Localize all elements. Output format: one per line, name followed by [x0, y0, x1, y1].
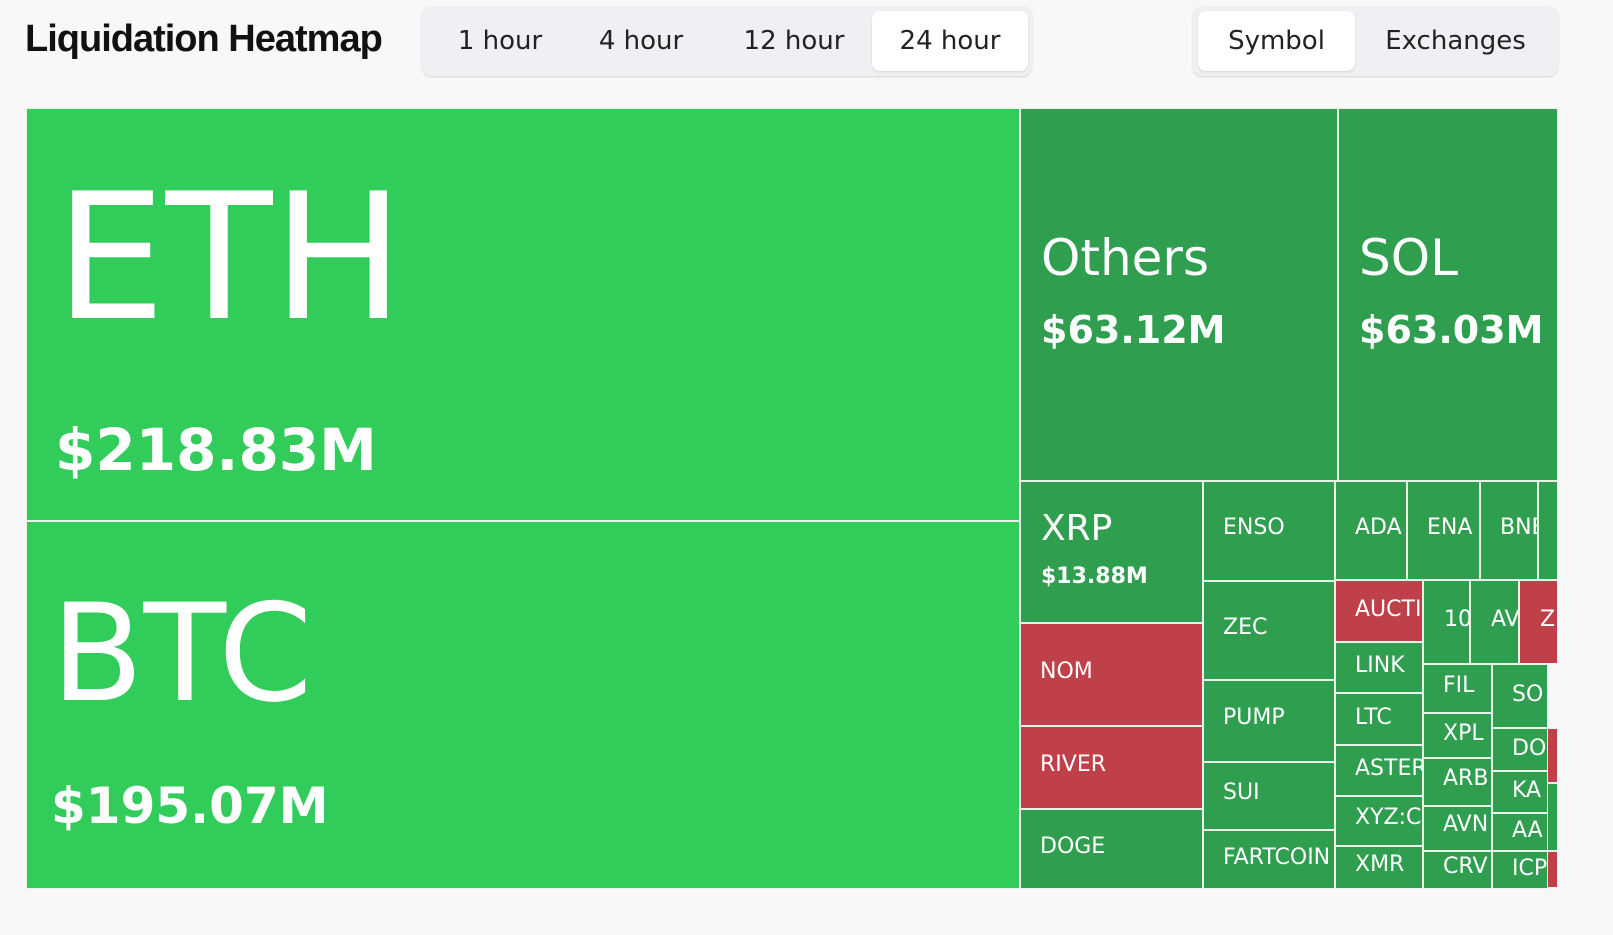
tile — [1547, 728, 1558, 783]
treemap-tile[interactable]: KA — [1492, 771, 1548, 813]
view-tab[interactable]: Exchanges — [1385, 26, 1526, 56]
tile-label: Others — [1041, 229, 1210, 287]
time-tab[interactable]: 12 hour — [743, 26, 845, 56]
tile-label: CRV — [1443, 854, 1488, 879]
tile-label: ZK — [1540, 607, 1557, 632]
treemap-tile[interactable]: XMR — [1335, 846, 1423, 889]
treemap-tile[interactable]: ADA — [1335, 481, 1407, 580]
treemap-tile[interactable]: ZK — [1519, 580, 1558, 664]
time-tabs: 1 hour 4 hour 12 hour 24 hour — [422, 6, 1032, 76]
treemap-tile[interactable]: AUCTI — [1335, 580, 1423, 642]
treemap-tile[interactable]: SUI — [1203, 762, 1335, 830]
tile-label: AUCTI — [1355, 597, 1422, 622]
tile-label: FIL — [1443, 673, 1475, 698]
treemap-tile[interactable]: ICP — [1492, 851, 1548, 889]
tile-label: ASTER — [1355, 756, 1423, 781]
treemap-tile[interactable]: AA — [1492, 813, 1548, 851]
view-tabs: Symbol Exchanges — [1193, 6, 1558, 76]
tile — [1538, 481, 1558, 580]
tile-label: ADA — [1355, 515, 1402, 540]
treemap-tile[interactable]: FARTCOIN — [1203, 830, 1335, 889]
treemap-tile[interactable]: AVN — [1423, 806, 1492, 851]
tile-label: PUMP — [1223, 705, 1285, 730]
tile-label: LINK — [1355, 653, 1405, 678]
tile-label: ARB — [1443, 766, 1489, 791]
treemap-tile[interactable]: DO — [1492, 728, 1548, 771]
tile-label: KA — [1512, 778, 1542, 803]
view-tab[interactable]: Symbol — [1198, 11, 1355, 71]
page-title: Liquidation Heatmap — [25, 18, 383, 60]
tile-amount: $63.12M — [1041, 308, 1226, 352]
tile-label: BTC — [51, 575, 313, 732]
treemap-tile[interactable]: PUMP — [1203, 680, 1335, 762]
tile-label: BNE — [1500, 515, 1537, 540]
treemap-tile[interactable]: ARB — [1423, 758, 1492, 806]
time-tab[interactable]: 4 hour — [598, 26, 684, 56]
tile — [1547, 783, 1558, 851]
time-tab[interactable]: 1 hour — [457, 26, 543, 56]
treemap-tile[interactable]: ENA — [1407, 481, 1480, 580]
treemap-tile[interactable]: ZEC — [1203, 581, 1335, 680]
treemap-tile[interactable]: BTC $195.07M — [26, 521, 1020, 889]
tile-label: SOL — [1359, 229, 1458, 287]
time-tab[interactable]: 24 hour — [872, 11, 1028, 71]
treemap-tile[interactable]: ENSO — [1203, 481, 1335, 581]
treemap-tile[interactable]: CRV — [1423, 851, 1492, 889]
tile-label: 10 — [1444, 607, 1470, 632]
treemap-tile[interactable]: SO — [1492, 664, 1548, 728]
tile-label: ICP — [1512, 856, 1548, 881]
treemap-tile[interactable]: SOL $63.03M — [1338, 108, 1558, 481]
tile-label: FARTCOIN — [1223, 845, 1331, 870]
tile-label: ENSO — [1223, 515, 1285, 540]
treemap-tile[interactable]: 10 — [1423, 580, 1470, 664]
tile-label: DO — [1512, 736, 1547, 761]
tile-label: LTC — [1355, 705, 1392, 730]
tile-label: AA — [1512, 818, 1543, 843]
tile-label: SUI — [1223, 780, 1260, 805]
treemap-tile[interactable]: LINK — [1335, 642, 1423, 693]
tile-label: XPL — [1443, 721, 1484, 746]
tile-amount: $195.07M — [51, 777, 329, 835]
treemap-tile[interactable]: FIL — [1423, 664, 1492, 713]
treemap-tile[interactable]: XYZ:C — [1335, 796, 1423, 846]
tile-label: ZEC — [1223, 615, 1268, 640]
tile-label: XMR — [1355, 852, 1405, 877]
tile-label: SO — [1512, 682, 1544, 707]
treemap-tile[interactable]: LTC — [1335, 693, 1423, 745]
tile-label: XYZ:C — [1355, 805, 1422, 830]
tile-label: ENA — [1427, 515, 1473, 540]
tile — [1547, 851, 1558, 888]
tile-label: AV — [1491, 607, 1519, 632]
treemap-tile[interactable]: Others $63.12M — [1020, 108, 1338, 481]
tile-label: XRP — [1041, 508, 1113, 549]
tile-amount: $63.03M — [1359, 308, 1544, 352]
treemap-tile[interactable]: DOGE — [1020, 809, 1203, 889]
treemap-tile[interactable]: AV — [1470, 580, 1519, 664]
treemap-tile[interactable]: RIVER — [1020, 726, 1203, 809]
tile-label: AVN — [1443, 812, 1489, 837]
tile-label: ETH — [55, 157, 405, 360]
tile-amount: $218.83M — [55, 416, 377, 484]
tile-label: DOGE — [1040, 834, 1106, 859]
treemap-tile[interactable]: ASTER — [1335, 745, 1423, 796]
treemap-tile[interactable]: ETH $218.83M — [26, 108, 1020, 521]
treemap-tile[interactable]: XRP $13.88M — [1020, 481, 1203, 623]
treemap-tile[interactable]: NOM — [1020, 623, 1203, 726]
tile-amount: $13.88M — [1041, 564, 1148, 589]
tile-label: NOM — [1040, 659, 1093, 684]
treemap-tile[interactable]: BNE — [1480, 481, 1538, 580]
tile-label: RIVER — [1040, 752, 1107, 777]
treemap-tile[interactable]: XPL — [1423, 713, 1492, 758]
